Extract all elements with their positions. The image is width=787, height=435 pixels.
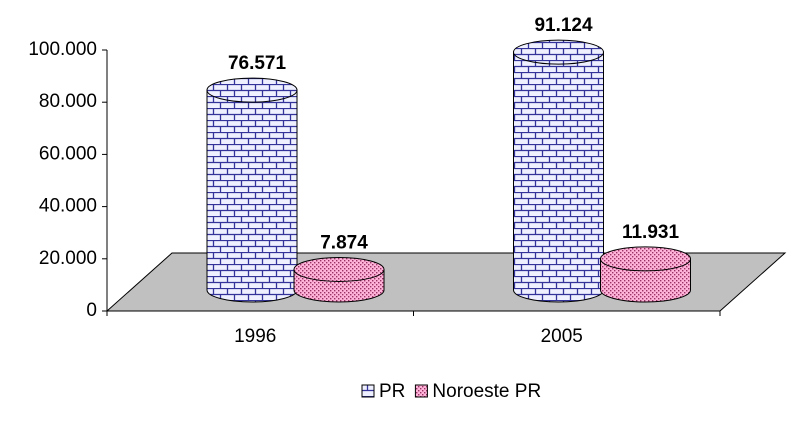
y-tick-label: 20.000 bbox=[39, 248, 97, 269]
cylinder-top bbox=[513, 39, 604, 65]
y-tick-label: 40.000 bbox=[39, 196, 97, 217]
cylinder-top bbox=[206, 77, 298, 103]
y-tick-label: 0 bbox=[86, 300, 97, 321]
y-tick-label: 80.000 bbox=[39, 91, 97, 112]
cylinder-top bbox=[600, 246, 691, 272]
y-tick-label: 100.000 bbox=[28, 39, 97, 60]
cylinder-top bbox=[293, 256, 385, 282]
legend-swatch bbox=[414, 384, 428, 398]
cylinder bbox=[513, 51, 604, 303]
legend-label: Noroeste PR bbox=[432, 381, 541, 402]
value-label: 76.571 bbox=[228, 53, 287, 74]
cylinder bbox=[206, 89, 298, 303]
value-label: 11.931 bbox=[622, 222, 679, 243]
x-tick-label: 2005 bbox=[541, 326, 583, 347]
value-label: 7.874 bbox=[320, 232, 368, 253]
legend-swatch bbox=[361, 384, 375, 398]
value-label: 91.124 bbox=[534, 15, 593, 36]
y-tick-label: 60.000 bbox=[39, 143, 97, 164]
legend-label: PR bbox=[379, 381, 405, 402]
x-tick-label: 1996 bbox=[234, 326, 276, 347]
